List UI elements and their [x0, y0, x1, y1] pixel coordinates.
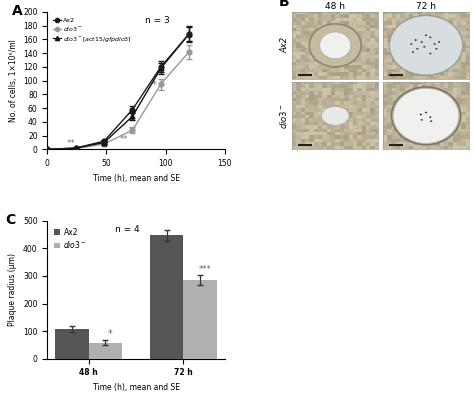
Legend: Ax2, $dio3^-$: Ax2, $dio3^-$ — [51, 225, 90, 253]
Bar — [55, 329, 89, 359]
Ellipse shape — [434, 43, 436, 45]
Text: *: * — [108, 329, 112, 339]
Ellipse shape — [390, 16, 462, 75]
Ellipse shape — [412, 51, 414, 53]
Ellipse shape — [425, 34, 427, 36]
Text: n = 4: n = 4 — [115, 225, 139, 234]
Ellipse shape — [319, 32, 351, 59]
Legend: Ax2, $dio3^-$, $dio3^-[act15/gfpdio3]$: Ax2, $dio3^-$, $dio3^-[act15/gfpdio3]$ — [51, 15, 135, 46]
Title: 48 h: 48 h — [325, 2, 345, 11]
Ellipse shape — [321, 106, 349, 125]
Ellipse shape — [420, 119, 423, 121]
Text: *: * — [151, 80, 156, 90]
Text: B: B — [279, 0, 290, 9]
X-axis label: Time (h), mean and SE: Time (h), mean and SE — [92, 174, 180, 183]
Text: C: C — [5, 213, 15, 227]
Ellipse shape — [420, 113, 422, 115]
Ellipse shape — [429, 37, 431, 38]
Text: n = 3: n = 3 — [145, 16, 170, 25]
Ellipse shape — [423, 46, 425, 48]
Y-axis label: Ax2: Ax2 — [280, 37, 289, 54]
Y-axis label: No. of cells, 1×10⁵/ml: No. of cells, 1×10⁵/ml — [9, 39, 18, 122]
Text: A: A — [12, 4, 23, 18]
Ellipse shape — [420, 41, 423, 43]
Ellipse shape — [416, 48, 419, 50]
Ellipse shape — [430, 121, 432, 122]
Ellipse shape — [429, 116, 431, 118]
Ellipse shape — [429, 52, 431, 54]
Ellipse shape — [390, 16, 462, 75]
Ellipse shape — [438, 41, 440, 43]
Ellipse shape — [435, 48, 438, 50]
Text: **: ** — [67, 139, 75, 148]
Ellipse shape — [410, 43, 412, 45]
Ellipse shape — [310, 24, 361, 67]
Bar — [183, 280, 217, 359]
Ellipse shape — [393, 88, 459, 143]
Text: ***: *** — [199, 266, 211, 274]
Ellipse shape — [425, 112, 427, 113]
Ellipse shape — [415, 39, 417, 41]
Title: 72 h: 72 h — [416, 2, 436, 11]
Text: **: ** — [120, 135, 128, 144]
Bar — [89, 342, 122, 359]
Ellipse shape — [392, 87, 461, 145]
Y-axis label: Plaque radius (μm): Plaque radius (μm) — [9, 253, 18, 326]
Y-axis label: $dio3^-$: $dio3^-$ — [278, 103, 289, 129]
X-axis label: Time (h), mean and SE: Time (h), mean and SE — [92, 383, 180, 392]
Bar — [150, 235, 183, 359]
